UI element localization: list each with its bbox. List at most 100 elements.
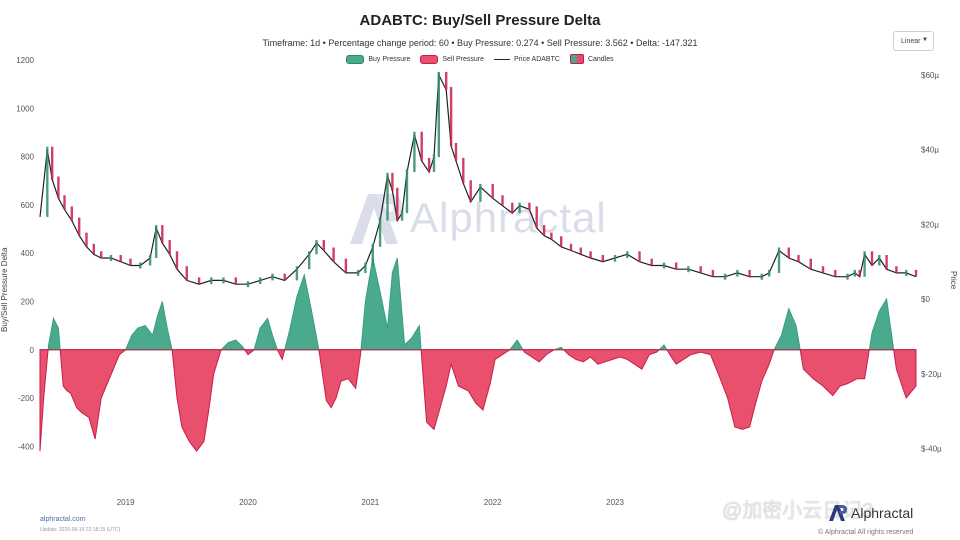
price-candle: [322, 240, 325, 251]
legend-label-sell: Sell Pressure: [442, 55, 485, 63]
price-candle: [420, 131, 423, 161]
price-candle: [675, 262, 678, 270]
footer-site-link[interactable]: alphractal.com: [40, 516, 86, 523]
y-tick-left: 400: [21, 249, 35, 258]
price-candle: [63, 195, 66, 210]
x-tick: 2019: [117, 498, 135, 507]
footer-copyright: © Alphractal All rights reserved: [818, 529, 914, 536]
price-candle: [391, 172, 394, 191]
price-candle: [57, 176, 60, 199]
price-candle: [175, 251, 179, 270]
price-candle: [332, 247, 335, 262]
y-tick-left: 1200: [16, 56, 34, 65]
price-candle: [711, 269, 715, 277]
price-candle: [528, 202, 531, 210]
price-candle: [405, 169, 409, 214]
y-tick-left: 800: [21, 153, 35, 162]
price-candle: [895, 266, 898, 273]
price-candle: [518, 202, 521, 214]
legend-item-candles[interactable]: Candles: [569, 54, 614, 64]
price-candle: [501, 195, 504, 206]
price-candle: [437, 71, 440, 158]
x-tick: 2022: [484, 498, 502, 507]
price-candle: [569, 243, 573, 251]
price-candle: [70, 206, 73, 221]
price-candle: [371, 243, 374, 266]
price-candle: [344, 258, 348, 273]
price-candle: [283, 273, 286, 281]
scale-select[interactable]: Linear ▼: [893, 31, 934, 51]
price-candle: [234, 277, 237, 285]
legend-item-sell[interactable]: Sell Pressure: [420, 54, 484, 64]
price-candle: [109, 255, 113, 261]
y-tick-left: 600: [21, 201, 35, 210]
alphractal-small-logo-icon: [829, 505, 847, 521]
price-candle: [760, 273, 763, 280]
y-tick-left: 0: [30, 346, 35, 355]
y-tick-left: -200: [18, 394, 35, 403]
price-candle: [449, 86, 453, 146]
price-candle: [479, 184, 482, 202]
y-tick-right: $60µ: [921, 71, 939, 80]
price-candle: [378, 217, 382, 247]
price-candle: [386, 172, 389, 221]
price-candle: [462, 157, 465, 184]
price-candle: [858, 269, 861, 277]
buy-swatch: [346, 54, 365, 64]
sell-swatch: [420, 54, 439, 64]
price-candle: [748, 269, 751, 277]
watermark-text: Alphractal: [410, 194, 607, 241]
price-candle: [161, 225, 164, 243]
legend-label-price: Price ADABTC: [514, 55, 560, 63]
price-candle: [427, 157, 431, 173]
legend-item-buy[interactable]: Buy Pressure: [346, 54, 410, 64]
price-candle: [210, 277, 213, 285]
price-candle: [364, 262, 367, 273]
price-candle: [777, 247, 781, 273]
price-candle: [197, 277, 201, 285]
chart-title: ADABTC: Buy/Sell Pressure Delta: [359, 12, 601, 29]
price-candle: [148, 255, 152, 266]
y-tick-left: -400: [18, 442, 35, 451]
price-candle: [168, 240, 171, 255]
price-candle: [271, 273, 274, 281]
price-candle: [870, 251, 874, 266]
price-candle: [699, 266, 702, 273]
price-layer: [39, 71, 918, 288]
price-candle: [601, 255, 604, 262]
y-tick-left: 1000: [16, 104, 34, 113]
price-candle: [222, 277, 225, 284]
price-candle: [846, 273, 849, 280]
delta-layer: [39, 257, 917, 453]
price-candle: [400, 210, 404, 221]
price-candle: [687, 266, 690, 273]
price-candle: [445, 71, 448, 90]
price-candle: [85, 232, 88, 247]
y-tick-left: 200: [21, 297, 35, 306]
y-tick-right: $-40µ: [921, 445, 942, 454]
x-tick: 2020: [239, 498, 257, 507]
price-candle: [736, 269, 739, 277]
price-candle: [119, 255, 122, 262]
price-candle: [626, 251, 629, 258]
price-candle: [356, 269, 360, 276]
price-candle: [511, 202, 514, 214]
price-candle: [579, 247, 582, 255]
price-candle: [768, 269, 771, 277]
legend-item-price[interactable]: Price ADABTC: [494, 54, 560, 64]
price-candle: [295, 266, 299, 281]
price-candle: [560, 236, 563, 247]
alphractal-logo-icon: [350, 194, 402, 244]
x-tick: 2021: [361, 498, 379, 507]
price-candle: [259, 277, 262, 285]
price-line: [39, 72, 917, 285]
y-tick-right: $40µ: [921, 146, 939, 155]
price-swatch: [494, 58, 511, 60]
price-candle: [46, 146, 49, 217]
y-tick-right: $0: [921, 295, 930, 304]
price-candle: [914, 269, 918, 277]
chevron-down-icon: ▼: [922, 37, 928, 43]
price-candle: [129, 258, 132, 266]
price-candle: [491, 184, 494, 199]
